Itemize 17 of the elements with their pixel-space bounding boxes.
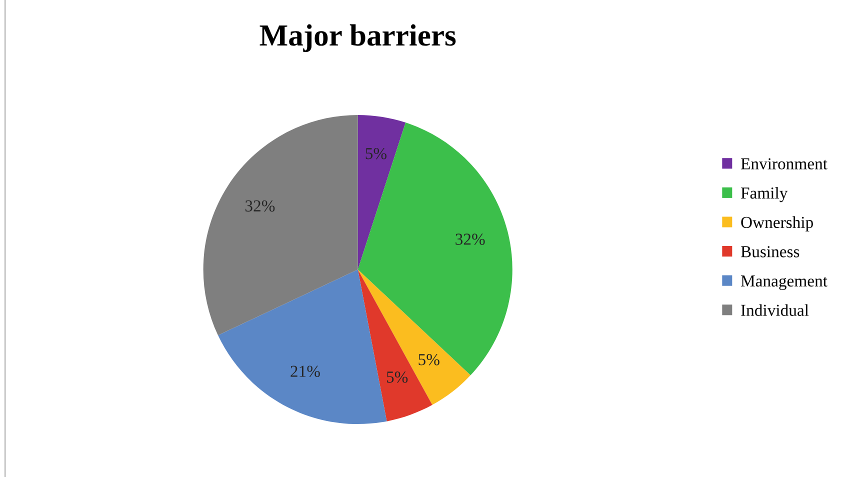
pie-slice [358,270,470,405]
legend-label: Ownership [741,216,813,232]
data-label: 32% [245,200,275,212]
data-label: 21% [290,366,320,378]
pie-slice [358,114,406,270]
pie-slice [218,270,387,424]
legend-label: Individual [741,304,809,316]
legend-label: Family [740,186,788,202]
data-label: 5% [366,148,387,160]
legend-label: Management [740,276,828,290]
data-label: 32% [456,234,485,245]
data-label: 5% [386,371,408,383]
legend-label: Business [740,246,800,258]
pie-slice [203,114,358,336]
legend-label: Environment [740,158,828,170]
chart-title: Major barriers [260,24,456,52]
data-label: 5% [418,354,440,366]
